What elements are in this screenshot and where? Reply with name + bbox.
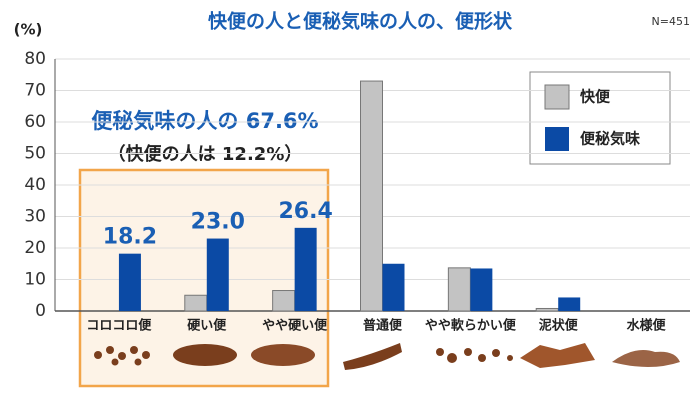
bar bbox=[184, 294, 208, 312]
bar bbox=[118, 253, 141, 311]
y-tick-label: 60 bbox=[24, 112, 46, 132]
y-tick-label: 40 bbox=[24, 175, 46, 195]
bar bbox=[470, 268, 493, 311]
bar bbox=[294, 227, 317, 311]
bar bbox=[360, 80, 383, 312]
y-tick-label: 10 bbox=[24, 270, 46, 290]
x-tick-label: 水様便 bbox=[627, 318, 667, 334]
bar bbox=[535, 307, 559, 312]
y-tick-label: 50 bbox=[24, 144, 46, 164]
legend-label: 快便 bbox=[580, 88, 611, 106]
legend-swatch bbox=[545, 127, 569, 151]
bar bbox=[206, 238, 229, 311]
bar bbox=[382, 263, 405, 311]
legend-swatch bbox=[544, 84, 570, 110]
x-tick-label: やや軟らかい便 bbox=[425, 318, 517, 334]
legend-label: 便秘気味 bbox=[580, 130, 640, 148]
bar bbox=[447, 267, 471, 312]
y-tick-label: 80 bbox=[24, 49, 46, 69]
data-label: 18.2 bbox=[103, 225, 157, 250]
x-tick-label: コロコロ便 bbox=[86, 318, 152, 334]
x-tick-label: やや硬い便 bbox=[262, 318, 328, 334]
x-tick-label: 泥状便 bbox=[539, 318, 579, 334]
note: N=451 bbox=[652, 15, 690, 28]
y-tick-label: 70 bbox=[24, 81, 46, 101]
x-tick-label: 普通便 bbox=[363, 318, 403, 334]
bar bbox=[558, 297, 581, 311]
annotation: 便秘気味の人の 67.6% bbox=[91, 109, 318, 133]
y-tick-label: 20 bbox=[24, 238, 46, 258]
chart-title: 快便の人と便秘気味の人の、便形状 bbox=[208, 10, 513, 33]
x-tick-label: 硬い便 bbox=[187, 318, 227, 334]
y-tick-label: 0 bbox=[35, 301, 46, 321]
y-tick-label: 30 bbox=[24, 207, 46, 227]
data-label: 23.0 bbox=[191, 210, 245, 235]
y-axis-label: (%) bbox=[14, 21, 43, 39]
bar bbox=[272, 290, 296, 312]
stool-icons bbox=[94, 343, 680, 370]
data-label: 26.4 bbox=[279, 199, 333, 224]
